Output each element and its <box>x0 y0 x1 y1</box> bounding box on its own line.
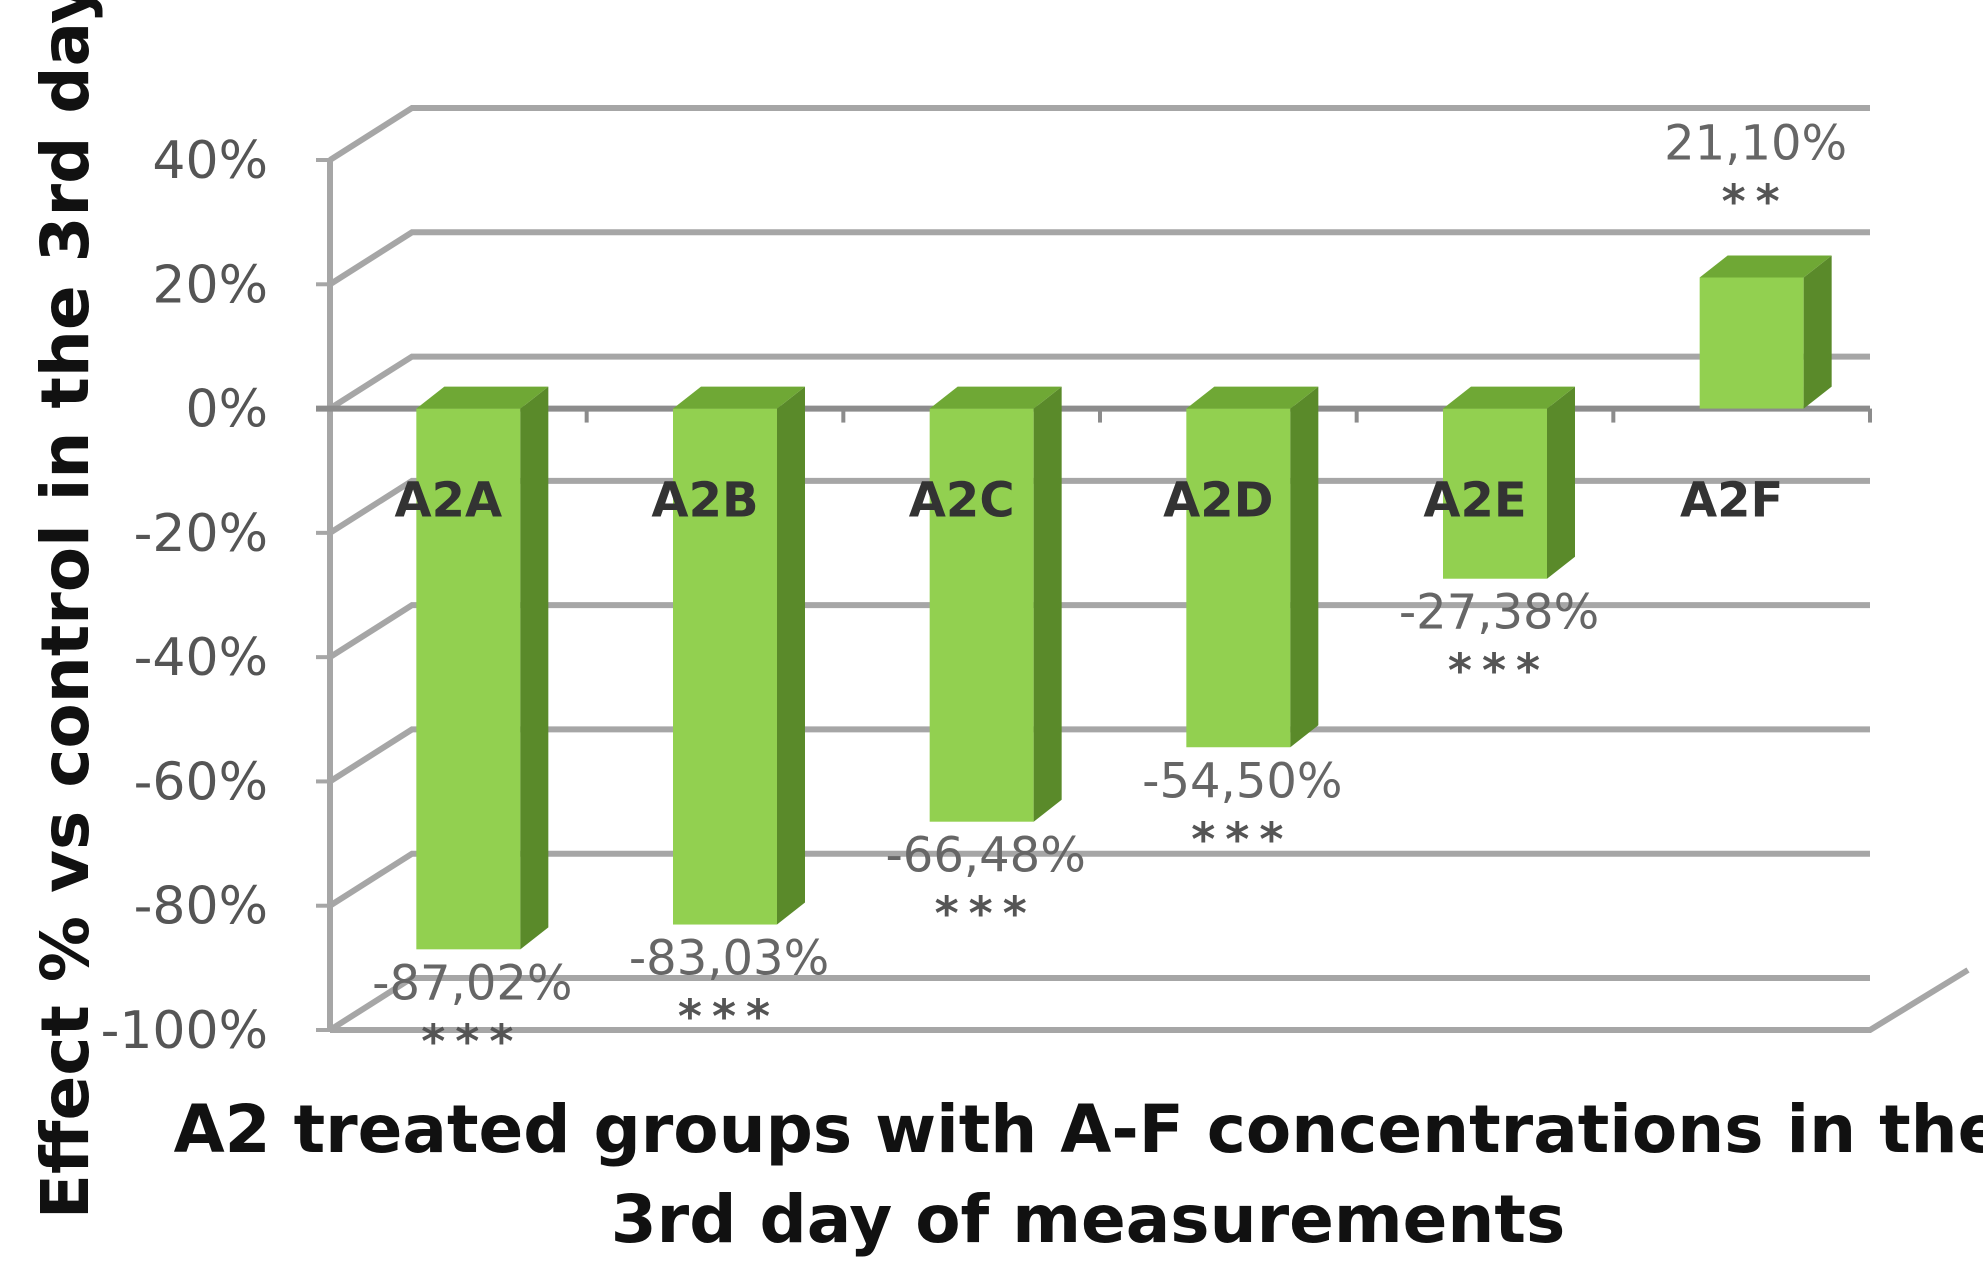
bar-side <box>1290 386 1319 748</box>
x-axis-title-line-2: 3rd day of measurements <box>611 1181 1566 1258</box>
bar-a2c <box>929 386 1062 822</box>
labels-layer: 40%20%0%-20%-40%-60%-80%-100%A2A-87,02%*… <box>101 115 1848 1068</box>
x-axis-title-line-1: A2 treated groups with A-F concentration… <box>174 1091 1983 1168</box>
floor-edge <box>330 967 1970 1033</box>
gridline <box>328 477 1870 536</box>
y-tick-label: -20% <box>134 504 268 564</box>
y-tick-label: -100% <box>101 1001 268 1061</box>
significance-label: *** <box>1448 644 1550 698</box>
bar-front <box>1443 408 1547 579</box>
bar-front <box>416 408 521 950</box>
x-category-label: A2E <box>1423 473 1526 529</box>
gridline <box>328 975 1870 1033</box>
x-category-label: A2F <box>1680 473 1783 529</box>
bar-top <box>416 386 549 409</box>
bar-side <box>1033 386 1062 822</box>
bar-a2d <box>1186 386 1319 748</box>
data-label: -87,02% <box>372 955 572 1011</box>
bar-front <box>1186 408 1291 748</box>
bar-top <box>673 386 805 409</box>
bar-side <box>777 386 805 925</box>
significance-label: *** <box>935 887 1037 941</box>
bar-a2f <box>1699 255 1832 409</box>
gridline <box>328 726 1870 784</box>
data-label: -66,48% <box>885 828 1085 884</box>
bar-a2a <box>416 386 549 950</box>
x-category-label: A2A <box>394 473 502 529</box>
gridline <box>328 602 1870 660</box>
bar-a2b <box>673 386 805 925</box>
gridline <box>328 850 1870 909</box>
x-category-label: A2C <box>909 473 1015 529</box>
gridline <box>328 105 1870 163</box>
y-tick-label: 0% <box>186 380 269 440</box>
gridline <box>328 353 1870 412</box>
significance-label: ** <box>1722 174 1790 228</box>
bar-top <box>1186 386 1319 409</box>
bar-front <box>1699 277 1804 409</box>
y-tick-label: -80% <box>134 877 268 937</box>
gridline <box>328 229 1870 287</box>
bar-front <box>673 408 777 925</box>
significance-label: *** <box>1191 812 1293 866</box>
bar-side <box>1803 255 1832 409</box>
x-category-label: A2D <box>1163 473 1273 529</box>
bar-top <box>1443 386 1575 409</box>
grid-layer <box>316 105 1970 1033</box>
y-axis-title: Effect % vs control in the 3rd day <box>27 0 104 1219</box>
bar-front <box>929 408 1034 822</box>
y-tick-label: 20% <box>152 255 268 315</box>
significance-label: *** <box>421 1014 523 1068</box>
bar-side <box>520 386 549 950</box>
bar-a2e <box>1443 386 1575 579</box>
data-label: -27,38% <box>1399 585 1599 641</box>
y-tick-label: -40% <box>134 628 268 688</box>
bar-side <box>1547 386 1575 579</box>
data-label: -83,03% <box>629 931 829 987</box>
bar-top <box>1699 255 1832 278</box>
y-tick-label: -60% <box>134 752 268 812</box>
data-label: -54,50% <box>1142 753 1342 809</box>
y-tick-label: 40% <box>152 131 268 191</box>
x-category-label: A2B <box>651 473 758 529</box>
significance-label: *** <box>678 990 780 1044</box>
data-label: 21,10% <box>1664 115 1847 171</box>
bar-top <box>929 386 1062 409</box>
bars-layer <box>416 255 1832 950</box>
